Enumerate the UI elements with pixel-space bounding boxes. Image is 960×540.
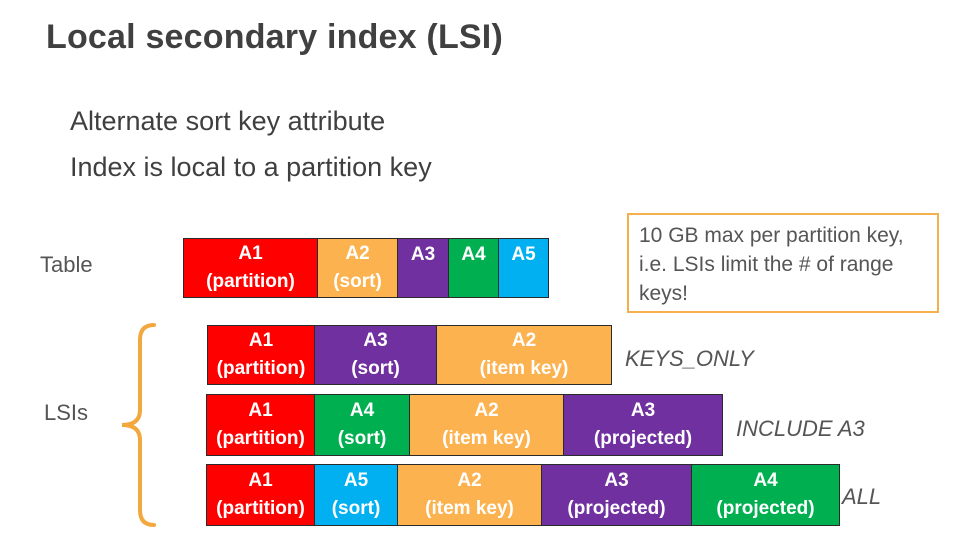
lsi-cell-a1: A1 (partition) (207, 395, 315, 455)
lsi-row-all: A1 (partition) A5 (sort) A2 (item key) A… (206, 464, 840, 526)
lsi-cell-a4: A4 (sort) (315, 395, 410, 455)
table-cell-a4: A4 (449, 239, 499, 297)
cell-role: (partition) (206, 271, 295, 292)
lsi-row-keys-only: A1 (partition) A3 (sort) A2 (item key) (207, 325, 612, 385)
cell-attribute: A4 (461, 244, 486, 265)
partition-limit-note: 10 GB max per partition key, i.e. LSIs l… (627, 213, 939, 313)
cell-attribute: A1 (238, 243, 263, 264)
lsi-cell-a1: A1 (partition) (208, 326, 315, 384)
lsis-label: LSIs (44, 400, 89, 425)
cell-role: (projected) (716, 498, 815, 519)
cell-role: (projected) (567, 498, 666, 519)
curly-brace-icon (121, 323, 156, 527)
projection-include-a3: INCLUDE A3 (736, 416, 865, 441)
lsi-cell-a3: A3 (sort) (315, 326, 437, 384)
slide-title: Local secondary index (LSI) (46, 18, 503, 56)
cell-role: (sort) (333, 271, 382, 292)
cell-attribute: A3 (410, 244, 436, 265)
cell-attribute: A2 (457, 470, 482, 491)
cell-role: (partition) (216, 428, 305, 449)
bullet-local-to-partition: Index is local to a partition key (70, 152, 432, 182)
lsi-cell-a4: A4 (projected) (692, 465, 839, 525)
cell-role: (sort) (331, 498, 381, 519)
cell-role: (sort) (337, 428, 387, 449)
cell-attribute: A5 (511, 244, 536, 265)
cell-attribute: A1 (248, 400, 273, 421)
cell-role: (item key) (479, 358, 569, 379)
lsi-cell-a2: A2 (item key) (398, 465, 542, 525)
cell-attribute: A4 (753, 470, 778, 491)
table-cell-a5: A5 (499, 239, 548, 297)
cell-attribute: A5 (343, 470, 369, 491)
cell-attribute: A2 (511, 330, 537, 351)
cell-role: (projected) (593, 428, 693, 449)
cell-attribute: A3 (630, 400, 656, 421)
table-cell-a2: A2 (sort) (318, 239, 398, 297)
lsi-cell-a3: A3 (projected) (564, 395, 722, 455)
cell-role: (partition) (216, 498, 305, 519)
lsi-row-include-a3: A1 (partition) A4 (sort) A2 (item key) A… (206, 394, 723, 456)
table-cell-a1: A1 (partition) (184, 239, 318, 297)
lsi-cell-a5: A5 (sort) (315, 465, 398, 525)
lsi-cell-a2: A2 (item key) (410, 395, 564, 455)
bullet-alternate-sort-key: Alternate sort key attribute (70, 106, 386, 136)
cell-attribute: A2 (474, 400, 499, 421)
table-cell-a3: A3 (398, 239, 449, 297)
projection-all: ALL (842, 484, 882, 509)
table-key-row: A1 (partition) A2 (sort) A3 A4 A5 (183, 238, 549, 298)
cell-role: (sort) (351, 358, 400, 379)
cell-role: (item key) (442, 428, 531, 449)
lsi-cell-a3: A3 (projected) (542, 465, 692, 525)
cell-attribute: A3 (604, 470, 629, 491)
lsi-cell-a1: A1 (partition) (207, 465, 315, 525)
table-label: Table (40, 252, 93, 277)
lsi-cell-a2: A2 (item key) (437, 326, 611, 384)
projection-keys-only: KEYS_ONLY (625, 346, 754, 371)
cell-attribute: A4 (349, 400, 375, 421)
cell-attribute: A1 (248, 470, 273, 491)
cell-role: (item key) (425, 498, 514, 519)
cell-attribute: A2 (345, 243, 370, 264)
cell-role: (partition) (216, 358, 306, 379)
cell-attribute: A1 (248, 330, 274, 351)
cell-attribute: A3 (363, 330, 388, 351)
